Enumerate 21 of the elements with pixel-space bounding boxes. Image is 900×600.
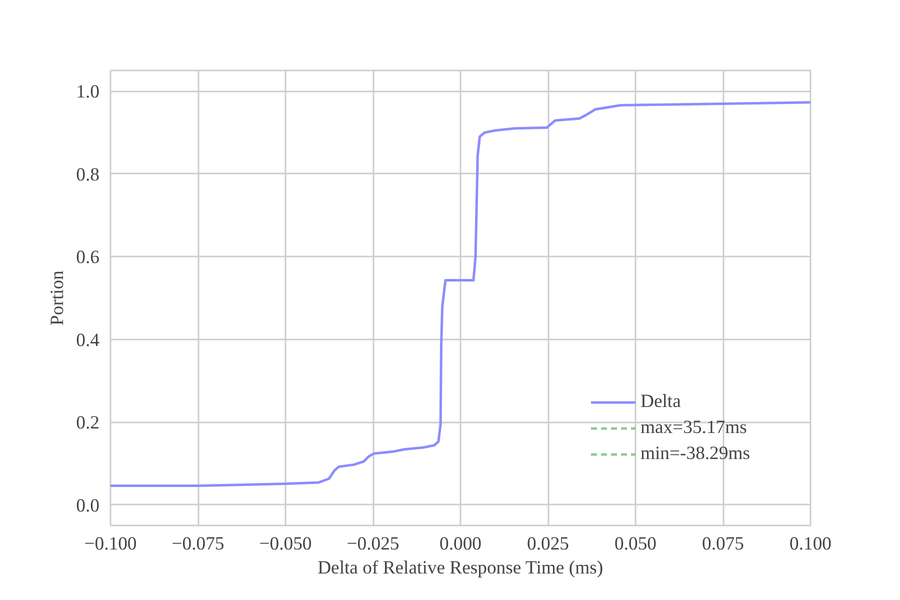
legend-label: min=-38.29ms bbox=[640, 443, 750, 465]
x-tick-label: 0.100 bbox=[790, 534, 832, 554]
legend-label: max=35.17ms bbox=[640, 417, 747, 439]
y-tick-label: 0.6 bbox=[76, 247, 100, 268]
x-tick-label: −0.050 bbox=[259, 534, 312, 554]
x-tick-label: 0.050 bbox=[614, 534, 656, 554]
legend-label: Delta bbox=[640, 391, 681, 413]
x-tick-label: −0.025 bbox=[346, 534, 400, 554]
x-tick-label: 0.000 bbox=[440, 534, 482, 554]
x-tick-label: 0.025 bbox=[527, 534, 569, 554]
y-tick-label: 0.4 bbox=[76, 330, 100, 351]
y-tick-label: 1.0 bbox=[76, 82, 100, 103]
x-tick-label: 0.075 bbox=[702, 534, 744, 554]
y-axis-title: Portion bbox=[47, 270, 68, 326]
x-axis-title: Delta of Relative Response Time (ms) bbox=[318, 558, 604, 578]
y-tick-label: 0.8 bbox=[76, 164, 100, 186]
x-tick-label: −0.075 bbox=[172, 534, 224, 554]
y-tick-label: 0.0 bbox=[76, 495, 100, 516]
line-series bbox=[110, 101, 810, 488]
x-tick-label: −0.100 bbox=[84, 534, 137, 554]
y-tick-label: 0.2 bbox=[76, 412, 100, 434]
